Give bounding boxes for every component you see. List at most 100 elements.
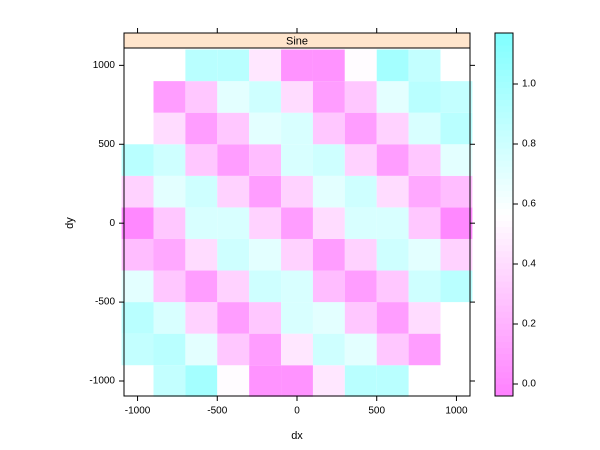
colorbar-band	[495, 154, 513, 161]
cell	[408, 175, 441, 208]
cell	[376, 207, 409, 239]
cell	[185, 207, 218, 239]
cell	[185, 238, 218, 271]
cell	[281, 49, 313, 82]
x-tick-label: -1000	[125, 406, 151, 417]
cell	[249, 365, 282, 397]
colorbar-tick-label: 0.0	[522, 379, 536, 390]
colorbar-band	[495, 244, 513, 252]
colorbar-band	[495, 190, 513, 197]
colorbar-band	[495, 365, 513, 373]
cell	[312, 175, 345, 208]
cell	[185, 112, 218, 145]
cell	[153, 207, 186, 239]
cell	[376, 302, 409, 334]
cell	[217, 81, 250, 113]
cell	[249, 175, 282, 208]
cell	[344, 365, 377, 397]
colorbar-band	[495, 141, 513, 149]
cell	[408, 49, 441, 82]
cell	[408, 333, 441, 366]
colorbar-band	[495, 329, 513, 336]
cell	[281, 365, 313, 397]
colorbar-band	[495, 287, 513, 294]
cell	[217, 49, 250, 82]
cell	[249, 302, 282, 334]
y-tick-label: -1000	[89, 376, 115, 387]
cell	[249, 333, 282, 366]
colorbar-band	[495, 317, 513, 324]
colorbar-band	[495, 335, 513, 343]
cell	[121, 175, 154, 208]
cell	[376, 270, 409, 303]
y-axis-label: dy	[64, 217, 76, 229]
cell	[185, 302, 218, 334]
colorbar-band	[495, 196, 513, 203]
cell	[153, 81, 186, 113]
cell	[281, 238, 313, 271]
cell	[376, 81, 409, 113]
colorbar-band	[495, 220, 513, 228]
colorbar-band	[495, 81, 513, 88]
cell	[376, 144, 409, 176]
cell	[344, 175, 377, 208]
cell	[153, 144, 186, 176]
cell	[249, 81, 282, 113]
cell	[312, 49, 345, 82]
cell	[376, 112, 409, 145]
cell	[185, 175, 218, 208]
colorbar-band	[495, 57, 513, 64]
colorbar-tick-label: 0.8	[522, 139, 536, 150]
cell	[440, 81, 473, 113]
colorbar-band	[495, 99, 513, 107]
colorbar-band	[495, 383, 513, 391]
cell	[408, 144, 441, 176]
colorbar-band	[495, 63, 513, 70]
colorbar-tick-label: 0.2	[522, 319, 536, 330]
cell	[312, 365, 345, 397]
colorbar-band	[495, 281, 513, 288]
colorbar-tick-label: 0.4	[522, 259, 536, 270]
colorbar-frame	[494, 32, 514, 397]
colorbar-band	[495, 256, 513, 264]
colorbar-band	[495, 293, 513, 300]
colorbar-band	[495, 232, 513, 240]
cell	[185, 81, 218, 113]
colorbar-band	[495, 299, 513, 306]
colorbar-band	[495, 172, 513, 179]
cell	[408, 112, 441, 145]
colorbar-tick-label: 0.6	[522, 199, 536, 210]
colorbar-band	[495, 275, 513, 282]
colorbar-band	[495, 311, 513, 318]
cell	[344, 302, 377, 334]
cell	[153, 333, 186, 366]
x-tick-label: -500	[207, 406, 227, 417]
cell	[153, 270, 186, 303]
x-tick-label: 0	[294, 406, 300, 417]
cell	[312, 81, 345, 113]
cell	[217, 333, 250, 366]
cell	[408, 207, 441, 239]
cell	[153, 175, 186, 208]
cell	[217, 175, 250, 208]
y-tick-label: 1000	[93, 60, 116, 71]
colorbar-band	[495, 33, 513, 40]
cell	[185, 365, 218, 397]
cell	[121, 333, 154, 366]
cell	[185, 333, 218, 366]
colorbar-band	[495, 323, 513, 330]
colorbar-band	[495, 166, 513, 173]
colorbar-band	[495, 341, 513, 349]
colorbar-band	[495, 39, 513, 46]
colorbar-band	[495, 147, 513, 155]
cell	[440, 270, 473, 303]
colorbar-band	[495, 69, 513, 76]
cell	[376, 175, 409, 208]
cell	[344, 81, 377, 113]
cell	[121, 238, 154, 271]
cell	[249, 270, 282, 303]
x-tick-label: 500	[368, 406, 385, 417]
colorbar-band	[495, 111, 513, 119]
cell	[217, 207, 250, 239]
cell	[408, 238, 441, 271]
